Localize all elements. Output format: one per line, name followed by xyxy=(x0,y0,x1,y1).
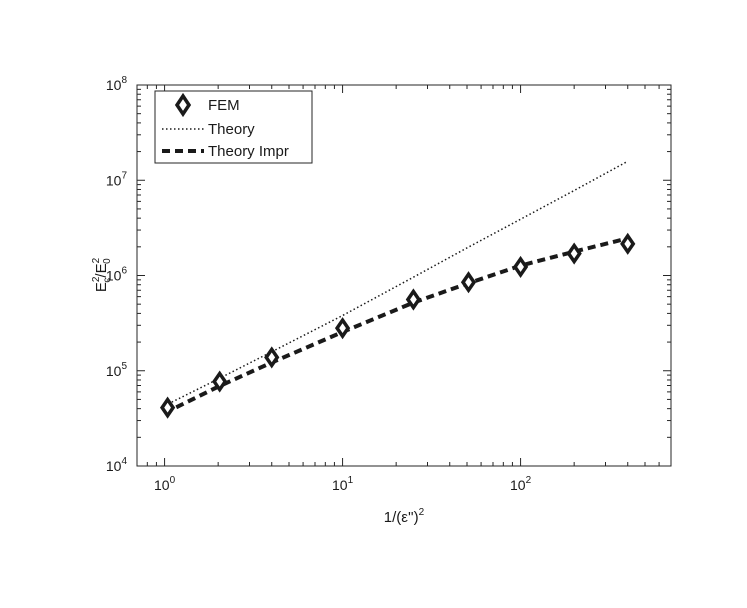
y-tick-label: 107 xyxy=(106,170,128,188)
legend: FEM Theory Theory Impr xyxy=(154,90,313,164)
y-tick-label-base: 10 xyxy=(106,268,122,284)
x-axis-title: 1/(ε'')2 xyxy=(384,507,425,526)
y-tick-label-exp: 5 xyxy=(121,361,127,372)
x-tick-label-base: 10 xyxy=(154,477,170,493)
series-line-theory-impr xyxy=(163,236,629,415)
fem-point xyxy=(566,242,582,265)
series-layer xyxy=(159,160,636,419)
x-tick-label: 100 xyxy=(154,475,176,493)
fem-point xyxy=(512,255,529,279)
x-axis-title-sup: 2 xyxy=(419,507,425,518)
fem-point xyxy=(405,288,422,311)
fem-point xyxy=(620,232,636,255)
y-axis-title: E2c/E20 xyxy=(91,257,113,292)
y-tick-label-base: 10 xyxy=(106,363,122,379)
y-tick-label: 105 xyxy=(106,361,128,379)
x-axis-title-base: 1/(ε'') xyxy=(384,509,419,526)
x-tick-label-base: 10 xyxy=(510,477,526,493)
legend-fem-marker xyxy=(174,92,192,118)
x-tick-label-exp: 0 xyxy=(170,475,176,486)
fem-point xyxy=(212,370,228,393)
legend-label-theory: Theory xyxy=(208,121,255,138)
x-tick-label: 101 xyxy=(332,475,354,493)
y-tick-label-base: 10 xyxy=(106,458,122,474)
y-tick-label-exp: 8 xyxy=(121,75,127,86)
y-axis-title-b-sub: 0 xyxy=(102,258,113,264)
x-tick-label-exp: 2 xyxy=(526,475,532,486)
fem-point xyxy=(264,346,280,369)
y-axis-title-a-sub: c xyxy=(102,278,113,283)
y-tick-label-exp: 4 xyxy=(121,456,127,467)
x-tick-label: 102 xyxy=(510,475,532,493)
y-tick-label-exp: 6 xyxy=(121,266,127,277)
legend-label-fem: FEM xyxy=(208,97,240,114)
y-axis-title-a-sup: 2 xyxy=(91,276,102,282)
y-tick-label-base: 10 xyxy=(106,172,122,188)
legend-label-theory-impr: Theory Impr xyxy=(208,143,289,160)
y-tick-label-exp: 7 xyxy=(121,170,127,181)
y-axis-title-b: E xyxy=(93,263,110,273)
x-tick-label-exp: 1 xyxy=(348,475,354,486)
y-tick-label: 108 xyxy=(106,75,128,93)
fem-point xyxy=(334,317,351,340)
y-axis-title-sep: / xyxy=(93,273,110,278)
y-tick-label: 104 xyxy=(106,456,128,474)
series-line-theory xyxy=(164,160,629,407)
y-axis-title-a: E xyxy=(93,282,110,292)
fem-point xyxy=(460,271,477,294)
y-tick-label: 106 xyxy=(106,266,128,284)
y-tick-label-base: 10 xyxy=(106,77,122,93)
fem-point xyxy=(159,396,176,419)
y-axis-title-b-sup: 2 xyxy=(91,257,102,263)
x-tick-label-base: 10 xyxy=(332,477,348,493)
